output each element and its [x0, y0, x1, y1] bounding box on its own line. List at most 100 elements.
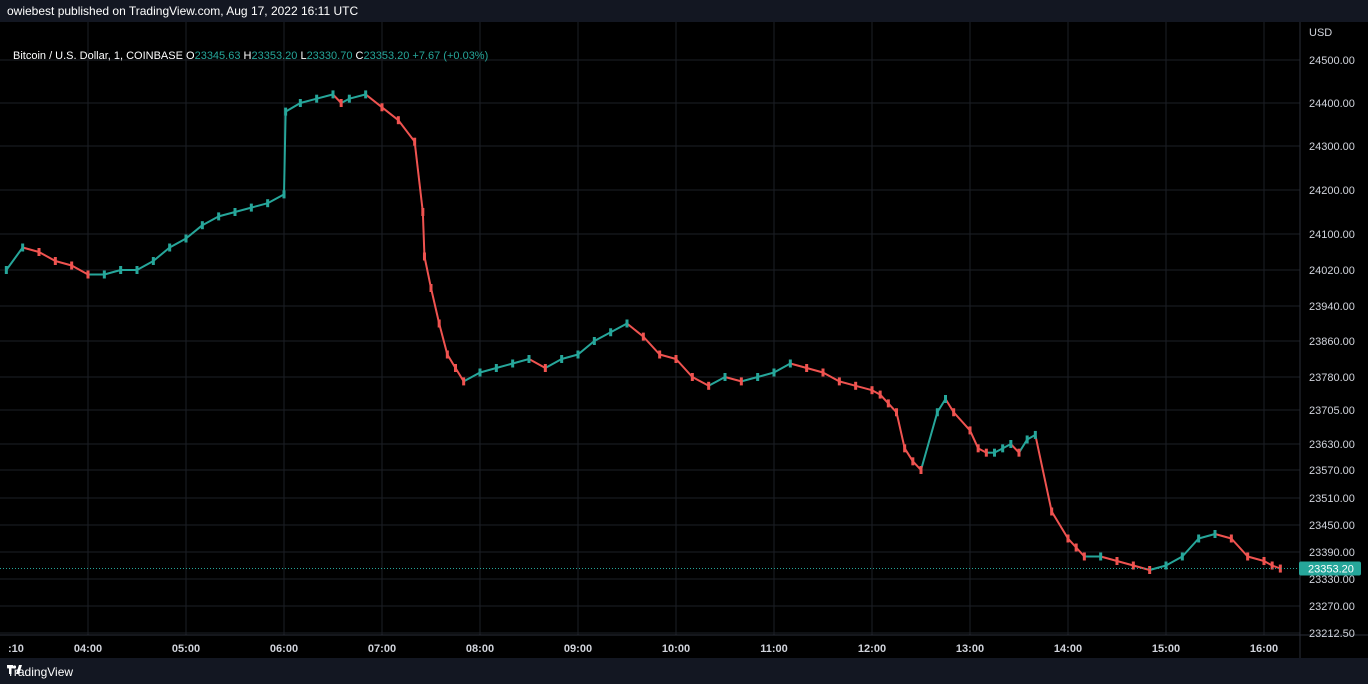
price-segment — [822, 371, 840, 383]
price-segment — [757, 371, 775, 378]
candle — [315, 94, 319, 103]
candle — [1099, 552, 1103, 561]
price-segment — [512, 358, 530, 365]
y-tick-label: 24400.00 — [1309, 98, 1355, 110]
price-segment — [438, 323, 449, 355]
x-tick-label: 12:00 — [858, 643, 886, 655]
candle — [1066, 534, 1070, 543]
candle — [1270, 561, 1274, 570]
x-tick-label: 16:00 — [1250, 643, 1278, 655]
candle — [543, 364, 547, 372]
y-tick-label: 23390.00 — [1309, 547, 1355, 559]
price-segment — [806, 367, 824, 374]
chart-area[interactable]: USD 24500.00 24400.00 24300.00 24200.00 24100… — [0, 22, 1368, 658]
price-segment — [1181, 537, 1200, 558]
candle — [592, 337, 596, 345]
candle — [690, 373, 694, 381]
price-segment — [463, 371, 481, 383]
candle — [86, 270, 90, 279]
price-segment — [741, 376, 758, 383]
price-segment — [1198, 533, 1216, 540]
candle — [911, 457, 915, 466]
candle — [576, 350, 580, 359]
price-segment — [855, 384, 873, 392]
candle — [788, 359, 792, 368]
x-tick-label: 09:00 — [564, 643, 592, 655]
close-label: C — [355, 50, 364, 62]
y-tick-label: 23570.00 — [1309, 465, 1355, 477]
x-tick-label: :10 — [8, 643, 24, 655]
low-label: L — [300, 50, 307, 62]
price-segment — [1034, 434, 1053, 512]
price-segment — [267, 193, 285, 205]
tradingview-brand[interactable]: TradingView — [7, 665, 73, 679]
price-segment — [544, 358, 563, 369]
x-tick-label: 04:00 — [74, 643, 102, 655]
candle — [70, 261, 74, 270]
price-segment — [626, 322, 644, 338]
candle — [184, 234, 188, 243]
publisher-text: owiebest published on TradingView.com, A… — [7, 4, 359, 18]
candle — [895, 408, 898, 417]
candle — [886, 399, 890, 408]
candle — [380, 103, 384, 112]
candle — [478, 368, 482, 377]
candle — [658, 350, 662, 359]
price-segment — [300, 97, 317, 104]
y-tick-label: 24300.00 — [1309, 141, 1355, 153]
price-segment — [1214, 533, 1232, 540]
candle — [976, 444, 980, 453]
candle — [233, 208, 237, 216]
price-segment — [790, 362, 807, 369]
candle — [1262, 557, 1266, 565]
candle — [1148, 566, 1152, 574]
candle — [984, 448, 988, 457]
candle — [119, 266, 123, 274]
y-tick-label: 24200.00 — [1309, 185, 1355, 197]
y-tick-label: 23780.00 — [1309, 372, 1355, 384]
open-label: O — [186, 50, 195, 62]
price-segment — [577, 340, 595, 356]
candle — [1009, 440, 1013, 448]
price-segment — [349, 93, 366, 100]
price-segment — [283, 111, 287, 195]
candle — [1033, 430, 1037, 439]
publisher-bar: owiebest published on TradingView.com, A… — [0, 0, 1368, 22]
candle — [396, 116, 400, 125]
footer-bar: TradingView — [0, 658, 1368, 684]
price-segment — [773, 362, 791, 374]
candle — [1164, 561, 1168, 570]
y-tick-label: 23450.00 — [1309, 520, 1355, 532]
candle — [609, 328, 613, 337]
candle — [1115, 557, 1119, 565]
candle — [454, 364, 457, 372]
y-tick-label: 23330.00 — [1309, 574, 1355, 586]
candle — [527, 355, 531, 363]
price-segment — [642, 335, 661, 356]
candle — [878, 390, 882, 399]
candle — [151, 257, 155, 265]
candle — [445, 350, 449, 359]
candle — [421, 208, 425, 216]
x-tick-label: 14:00 — [1054, 643, 1082, 655]
price-segment — [397, 119, 416, 143]
candle — [1180, 552, 1184, 561]
candle — [625, 319, 629, 328]
x-tick-label: 13:00 — [956, 643, 984, 655]
price-segment — [71, 264, 89, 276]
candle — [837, 377, 841, 386]
y-tick-label: 23940.00 — [1309, 301, 1355, 313]
candle — [870, 386, 874, 395]
price-segment — [152, 246, 171, 262]
x-tick-label: 15:00 — [1152, 643, 1180, 655]
price-segment — [365, 93, 383, 109]
price-segment — [479, 367, 497, 374]
candle — [707, 381, 711, 390]
price-segment — [1050, 510, 1069, 540]
candle — [1050, 507, 1054, 516]
tradingview-logo-icon — [7, 665, 22, 674]
price-segment — [593, 331, 612, 342]
brand-name: TradingView — [7, 665, 74, 679]
price-chart[interactable]: USD 24500.00 24400.00 24300.00 24200.00 24100… — [0, 22, 1368, 658]
candle — [282, 190, 286, 199]
